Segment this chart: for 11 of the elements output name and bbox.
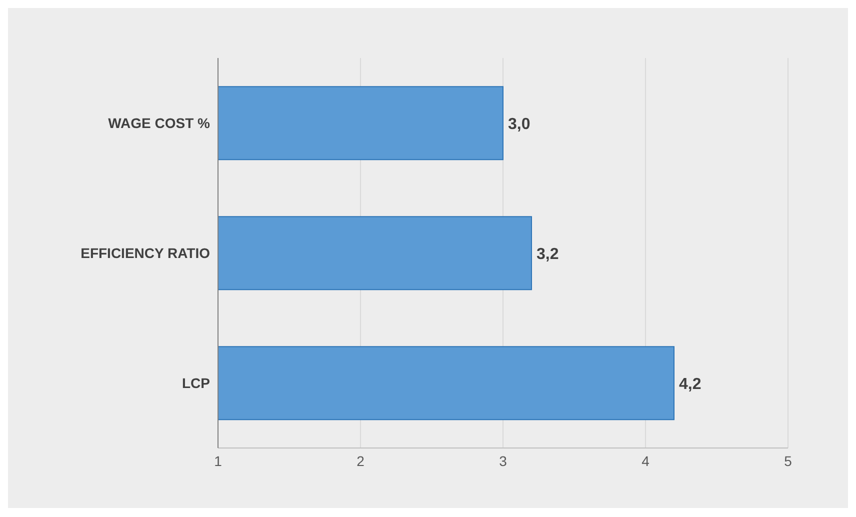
data-label: 3,2 [536,246,559,263]
x-tick-label: 2 [356,452,365,469]
x-tick-label: 4 [642,452,650,469]
x-tick-label: 5 [784,452,792,469]
data-label: 3,0 [508,116,530,133]
y-tick-label: WAGE COST % [108,114,211,131]
data-label: 4,2 [679,376,702,393]
x-tick-label: 3 [499,452,508,469]
y-tick-label: LCP [182,374,210,391]
x-tick-label: 1 [214,452,222,469]
y-tick-label: EFFICIENCY RATIO [80,244,210,261]
